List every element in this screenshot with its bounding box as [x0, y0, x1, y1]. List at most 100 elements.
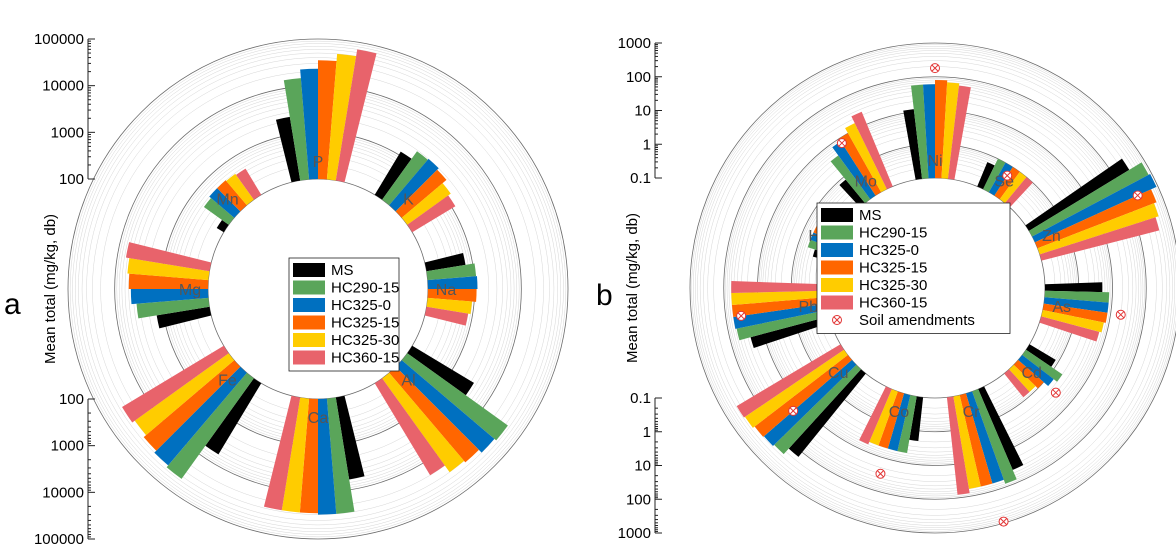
bar-ni-ms	[903, 109, 923, 180]
bar-na-hc360-15	[424, 306, 469, 326]
legend-swatch-ms	[821, 208, 853, 222]
bar-mo-hc325-30	[845, 123, 887, 193]
bar-p-hc325-30	[326, 53, 357, 181]
bar-se-hc360-15	[1004, 177, 1033, 208]
minor-grid-ring	[75, 46, 561, 532]
bar-cd-ms	[1026, 344, 1056, 367]
category-label-na: Na	[436, 282, 457, 299]
bar-cd-hc325-30	[1009, 364, 1036, 392]
legend-swatch-hc325-0	[293, 298, 325, 312]
legend-swatch-hc360-15	[293, 350, 325, 365]
bar-as-hc325-30	[1041, 310, 1104, 333]
legend-label-hc325-30: HC325-30	[331, 332, 399, 349]
bar-mo-hc325-15	[839, 133, 882, 196]
legend-label-hc360-15: HC360-15	[331, 350, 399, 367]
bar-co-ms	[909, 396, 924, 442]
bar-al-hc360-15	[374, 378, 445, 476]
marker-cross	[1117, 311, 1125, 319]
major-grid-ring	[689, 42, 1176, 534]
soil-amendment-marker-ni	[930, 63, 940, 74]
bar-co-hc325-0	[887, 393, 911, 452]
legend-label-hc290-15: HC290-15	[859, 225, 927, 242]
bar-ca-hc290-15	[326, 397, 355, 514]
soil-amendment-marker-as	[1115, 309, 1126, 320]
minor-grid-ring	[725, 78, 1145, 498]
minor-grid-ring	[81, 52, 555, 526]
major-grid-ring	[67, 38, 569, 540]
major-grid-ring	[723, 76, 1147, 500]
bar-k-hc360-15	[407, 195, 456, 233]
bar-ca-hc325-15	[299, 398, 318, 514]
bar-cr-hc290-15	[972, 389, 1017, 484]
soil-amendment-marker-zn	[1132, 190, 1143, 201]
category-label-pb: Pb	[799, 299, 819, 316]
bar-k-hc325-0	[389, 158, 439, 212]
bar-ni-hc325-30	[941, 82, 960, 179]
bar-as-hc325-15	[1042, 303, 1108, 323]
bar-na-hc290-15	[426, 263, 477, 281]
soil-amendment-marker-se	[1002, 170, 1013, 181]
legend-swatch-hc325-30	[293, 333, 325, 347]
bar-fe-ms	[205, 378, 262, 455]
bar-mn-ms	[216, 220, 229, 233]
bar-mn-hc325-0	[209, 188, 241, 218]
bar-al-hc325-15	[389, 366, 479, 463]
bar-as-hc360-15	[1039, 316, 1100, 342]
bar-al-hc290-15	[401, 353, 508, 441]
bar-cr-hc325-30	[953, 395, 981, 489]
bar-mg-hc325-15	[128, 273, 209, 289]
category-label-co: Co	[889, 404, 910, 421]
bar-ni-hc290-15	[911, 84, 929, 179]
legend-label-hc325-15: HC325-15	[859, 260, 927, 277]
bar-cd-hc325-15	[1013, 360, 1044, 389]
bar-ca-hc325-30	[281, 397, 310, 513]
soil-amendment-marker-cd	[1050, 387, 1061, 398]
minor-grid-ring	[691, 44, 1176, 532]
y-axis-label: Mean total (mg/kg, db)	[624, 213, 641, 363]
bar-ni-hc325-15	[935, 80, 948, 179]
bar-co-hc290-15	[897, 395, 917, 453]
bar-mn-hc325-15	[217, 180, 247, 212]
category-label-k: K	[403, 191, 414, 208]
bar-as-hc325-0	[1043, 297, 1109, 313]
bar-na-hc325-15	[427, 289, 477, 302]
marker-cross	[737, 312, 745, 320]
marker-cross	[838, 139, 846, 147]
bar-co-hc325-30	[869, 389, 898, 446]
bar-zn-hc325-15	[1035, 189, 1157, 249]
bar-al-ms	[407, 345, 474, 396]
tick-label: 100000	[34, 31, 84, 48]
legend-label-hc325-0: HC325-0	[331, 297, 391, 314]
bar-mo-ms	[839, 179, 866, 208]
minor-grid-ring	[69, 40, 567, 538]
bar-mg-ms	[156, 306, 212, 329]
soil-amendment-marker-pb	[736, 310, 747, 321]
bar-cu-ms	[788, 369, 866, 457]
tick-label: 1000	[618, 35, 651, 52]
legend-swatch-hc360-15	[821, 295, 853, 310]
legend-label-ms: MS	[331, 262, 354, 279]
bar-as-hc290-15	[1044, 290, 1110, 303]
bar-cr-ms	[978, 386, 1024, 470]
bar-pb-hc325-0	[733, 303, 828, 329]
bar-se-hc290-15	[983, 158, 1006, 193]
bar-mo-hc325-0	[832, 141, 876, 200]
legend-swatch-hc325-0	[821, 243, 853, 257]
marker-cross	[1003, 172, 1011, 179]
minor-grid-ring	[693, 46, 1176, 530]
bar-co-hc360-15	[859, 386, 892, 445]
panel-b-chart: NiSeZnAsCdCrCoCuPbHgMo0.111010010000.111…	[596, 35, 1176, 542]
marker-cross	[931, 64, 939, 72]
marker-cross	[1134, 192, 1142, 199]
legend: MSHC290-15HC325-0HC325-15HC325-30HC360-1…	[288, 257, 400, 372]
bar-fe-hc325-30	[134, 353, 235, 436]
legend-marker-cross	[833, 316, 841, 324]
category-label-as: As	[1052, 299, 1071, 316]
legend-swatch-hc290-15	[821, 225, 853, 240]
bar-p-hc290-15	[283, 78, 310, 181]
soil-amendment-marker-cu	[788, 405, 799, 416]
bar-ca-ms	[335, 395, 365, 480]
tick-label: 1000	[51, 124, 84, 141]
legend-label-hc325-15: HC325-15	[331, 315, 399, 332]
